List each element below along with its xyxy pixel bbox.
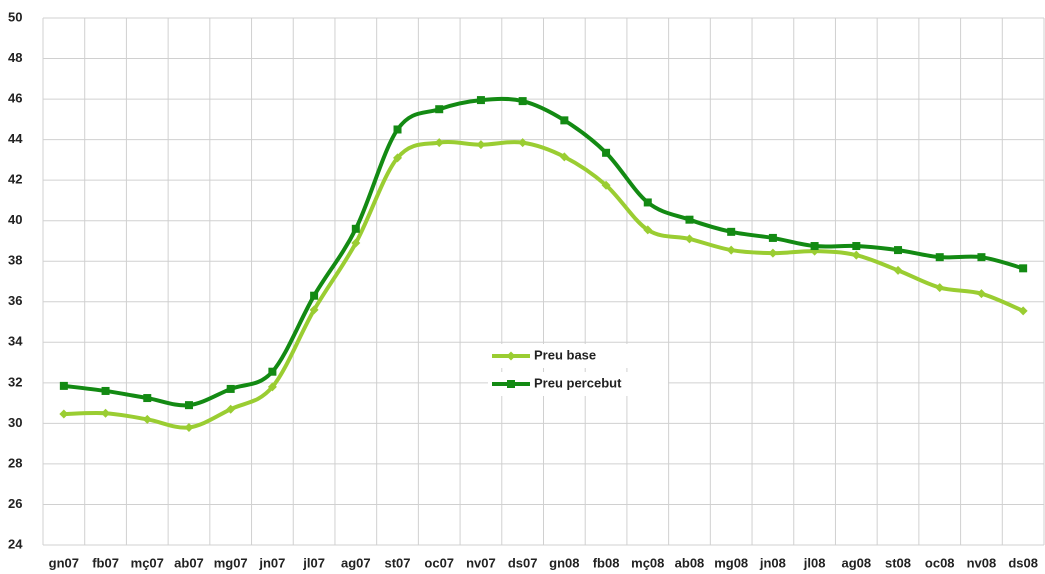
y-tick-label: 50: [8, 9, 22, 24]
marker: [59, 409, 69, 419]
x-tick-label: fb07: [92, 555, 119, 570]
marker: [351, 224, 360, 233]
marker: [268, 367, 277, 376]
marker: [601, 180, 611, 190]
marker: [226, 404, 236, 414]
x-tick-label: nv07: [466, 555, 496, 570]
marker: [142, 414, 152, 424]
x-tick-label: oc08: [925, 555, 955, 570]
marker: [560, 116, 569, 125]
x-tick-label: mg08: [714, 555, 748, 570]
marker: [267, 382, 277, 392]
marker: [894, 246, 903, 255]
marker: [143, 394, 152, 403]
marker: [518, 97, 527, 106]
y-tick-label: 30: [8, 415, 22, 430]
x-tick-label: jn07: [258, 555, 285, 570]
y-tick-label: 34: [8, 334, 23, 349]
x-tick-label: ab08: [675, 555, 705, 570]
marker: [184, 422, 194, 432]
x-tick-label: nv08: [967, 555, 997, 570]
marker: [810, 242, 819, 251]
marker: [435, 105, 444, 114]
marker: [506, 351, 516, 361]
y-tick-label: 46: [8, 91, 22, 106]
y-tick-label: 38: [8, 253, 22, 268]
marker: [643, 198, 652, 207]
x-tick-label: jn08: [759, 555, 786, 570]
marker: [309, 305, 319, 315]
y-tick-label: 36: [8, 293, 22, 308]
marker: [685, 215, 694, 224]
marker: [1018, 306, 1028, 316]
marker: [476, 96, 485, 105]
y-tick-label: 24: [8, 536, 23, 551]
x-tick-label: ab07: [174, 555, 204, 570]
y-tick-label: 28: [8, 455, 22, 470]
legend: Preu base Preu percebut: [488, 344, 668, 396]
marker: [768, 233, 777, 242]
marker: [893, 265, 903, 275]
marker: [602, 148, 611, 157]
marker: [976, 289, 986, 299]
y-tick-label: 42: [8, 172, 22, 187]
x-tick-label: gn07: [49, 555, 79, 570]
marker: [559, 152, 569, 162]
y-tick-label: 40: [8, 212, 22, 227]
marker: [727, 227, 736, 236]
x-tick-label: fb08: [593, 555, 620, 570]
x-tick-label: st08: [885, 555, 911, 570]
marker: [935, 253, 944, 262]
x-tick-label: gn08: [549, 555, 579, 570]
y-tick-label: 26: [8, 496, 22, 511]
y-tick-label: 48: [8, 50, 22, 65]
marker: [226, 384, 235, 393]
marker: [351, 238, 361, 248]
marker: [643, 225, 653, 235]
x-tick-label: ds07: [508, 555, 538, 570]
y-tick-label: 44: [8, 131, 23, 146]
y-tick-label: 32: [8, 374, 22, 389]
x-tick-label: mç07: [131, 555, 164, 570]
x-tick-label: jl08: [803, 555, 826, 570]
legend-label: Preu percebut: [534, 375, 622, 390]
marker: [852, 242, 861, 251]
legend-label: Preu base: [534, 347, 596, 362]
marker: [768, 248, 778, 258]
x-tick-label: mg07: [214, 555, 248, 570]
x-tick-label: jl07: [302, 555, 325, 570]
marker: [507, 380, 515, 388]
x-tick-label: ag08: [841, 555, 871, 570]
marker: [59, 381, 68, 390]
x-tick-label: mç08: [631, 555, 664, 570]
marker: [935, 283, 945, 293]
x-tick-label: oc07: [424, 555, 454, 570]
x-tick-label: ag07: [341, 555, 371, 570]
x-tick-label: st07: [385, 555, 411, 570]
marker: [310, 291, 319, 300]
marker: [851, 250, 861, 260]
marker: [726, 245, 736, 255]
marker: [393, 125, 402, 134]
marker: [101, 408, 111, 418]
marker: [1019, 264, 1028, 273]
marker: [393, 153, 403, 163]
marker: [476, 140, 486, 150]
marker: [101, 386, 110, 395]
marker: [184, 401, 193, 410]
x-tick-label: ds08: [1008, 555, 1038, 570]
marker: [518, 138, 528, 148]
marker: [684, 234, 694, 244]
marker: [977, 253, 986, 262]
marker: [434, 138, 444, 148]
